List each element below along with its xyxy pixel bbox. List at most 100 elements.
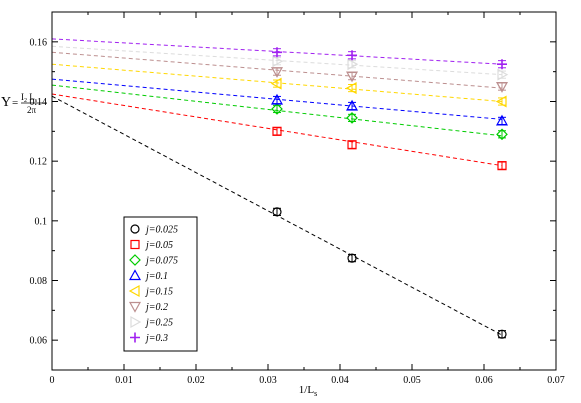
marker-triangle-down <box>346 71 359 83</box>
data-point <box>347 50 358 61</box>
legend-box <box>123 216 198 352</box>
y-axis-title-numerator-rest-sub: s <box>35 98 38 104</box>
y-tick-label: 0.12 <box>30 157 48 168</box>
legend-marker <box>128 301 142 313</box>
y-tick-label: 0.16 <box>30 37 48 48</box>
data-point <box>345 82 357 95</box>
x-axis-title-main: 1/L <box>299 384 315 396</box>
legend-label: j=0.25 <box>144 318 173 329</box>
legend-marker <box>130 315 142 329</box>
legend-item: j=0.075 <box>129 254 178 267</box>
legend-item: j=0.25 <box>130 315 173 329</box>
marker-circle <box>272 207 282 217</box>
x-tick-label: 0.05 <box>403 375 421 386</box>
legend-marker <box>129 254 141 266</box>
data-point <box>495 81 509 93</box>
legend-label: j=0.05 <box>144 240 173 251</box>
data-point <box>347 58 359 71</box>
x-axis: 0 0.01 0.02 0.03 0.04 0.05 0.06 0.07 <box>50 12 565 386</box>
data-point <box>346 99 359 111</box>
marker-plus <box>272 47 282 58</box>
data-point <box>496 128 508 141</box>
data-point <box>270 77 282 90</box>
y-axis-title-numerator-rest: L <box>27 92 35 102</box>
y-axis-title-symbol: Υ <box>1 95 11 110</box>
data-point <box>270 93 284 105</box>
x-tick-label: 0.04 <box>331 375 349 386</box>
data-point <box>497 329 507 339</box>
marker-diamond <box>346 112 358 124</box>
x-tick-label: 0.01 <box>115 375 133 386</box>
legend-item: j=0.15 <box>128 284 173 298</box>
marker-circle <box>497 329 507 339</box>
data-point <box>495 114 509 126</box>
marker-triangle-up <box>495 114 509 126</box>
legend-label: j=0.025 <box>144 225 178 236</box>
legend-label: j=0.075 <box>144 256 178 267</box>
marker-plus <box>347 50 358 61</box>
data-point <box>346 112 358 124</box>
legend-item: j=0.025 <box>130 224 178 236</box>
y-axis-title: Υ = I2 Ls 2π <box>1 92 47 115</box>
y-axis-title-denominator: 2π <box>27 105 37 115</box>
x-axis-title: 1/Ls <box>299 384 317 398</box>
data-point <box>272 126 282 136</box>
data-point <box>272 47 282 58</box>
legend-label: j=0.15 <box>144 287 173 298</box>
legend-marker <box>130 224 140 234</box>
legend-marker <box>128 269 142 281</box>
legend-item: j=0.1 <box>128 269 168 282</box>
marker-plus <box>497 59 507 70</box>
y-axis-title-numerator-sub: 2 <box>24 98 27 104</box>
marker-diamond <box>271 103 283 115</box>
data-point <box>497 161 507 171</box>
y-axis-title-equals: = <box>12 97 18 109</box>
legend-item: j=0.05 <box>130 239 173 251</box>
data-point <box>272 207 282 217</box>
legend-marker <box>128 284 140 298</box>
y-axis: 0.06 0.08 0.1 0.12 0.14 0.16 <box>30 37 556 347</box>
data-points <box>270 47 509 339</box>
marker-triangle-left <box>270 77 282 90</box>
y-tick-label: 0.1 <box>35 216 48 227</box>
legend-label: j=0.2 <box>144 302 168 313</box>
marker-circle <box>347 253 357 263</box>
legend-label: j=0.1 <box>144 271 168 282</box>
x-tick-label: 0 <box>50 375 55 386</box>
data-point <box>346 71 359 83</box>
data-point <box>497 59 507 70</box>
marker-triangle-left <box>345 82 357 95</box>
legend-marker <box>130 239 140 250</box>
marker-triangle-right <box>497 68 509 81</box>
y-axis-title-numerator: I2 Ls <box>21 92 38 104</box>
marker-square <box>347 140 357 150</box>
x-axis-title-sub: s <box>314 389 317 398</box>
marker-triangle-up <box>270 93 284 105</box>
y-axis-title-numerator-main: I <box>21 92 24 102</box>
data-point <box>347 140 357 150</box>
x-tick-label: 0.06 <box>475 375 493 386</box>
data-point <box>497 68 509 81</box>
marker-triangle-right <box>272 55 284 68</box>
legend-label: j=0.3 <box>144 333 168 344</box>
legend: j=0.025 j=0.05 j=0.075 j=0.1 j=0.15 j=0.2 j=0.… <box>128 224 178 344</box>
y-tick-label: 0.06 <box>30 336 48 347</box>
marker-triangle-left <box>495 95 507 108</box>
legend-item: j=0.3 <box>130 332 168 344</box>
marker-triangle-down <box>495 81 509 93</box>
data-point <box>270 67 284 78</box>
marker-triangle-up <box>346 99 359 111</box>
marker-diamond <box>496 128 508 141</box>
y-tick-label: 0.08 <box>30 276 48 287</box>
x-tick-label: 0.02 <box>187 375 205 386</box>
marker-square <box>497 161 507 171</box>
legend-marker <box>130 332 140 343</box>
data-point <box>272 55 284 68</box>
legend-item: j=0.2 <box>128 301 168 313</box>
data-point <box>347 253 357 263</box>
marker-triangle-down <box>270 67 284 78</box>
y-tick-label: 0.14 <box>30 97 48 108</box>
x-tick-label: 0.03 <box>259 375 277 386</box>
marker-square <box>272 126 282 136</box>
